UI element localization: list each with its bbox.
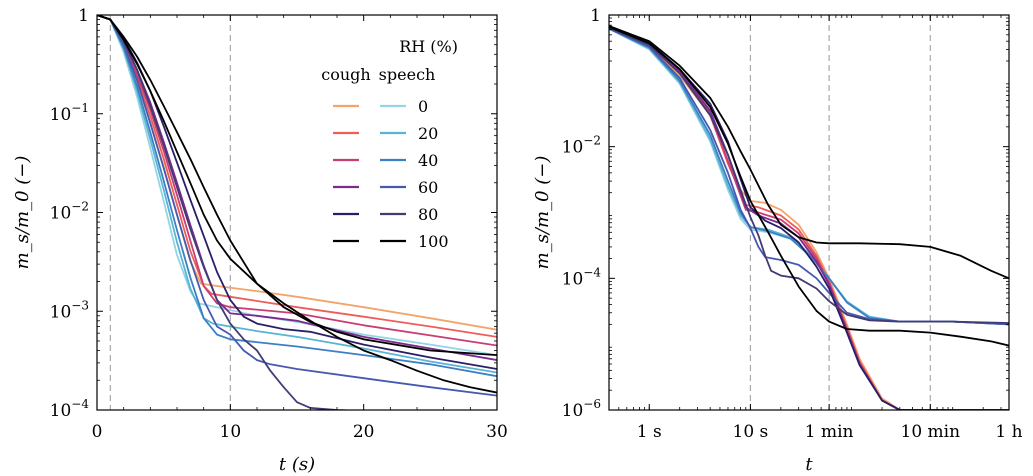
x-tick-label: 1 min bbox=[805, 422, 854, 442]
y-tick-label: 10−1 bbox=[50, 101, 89, 125]
y-tick-label-exp: −4 bbox=[71, 397, 89, 411]
y-tick-label: 10−4 bbox=[50, 397, 90, 421]
legend-title: RH (%) bbox=[399, 37, 458, 56]
series-line-cough-rh40 bbox=[609, 26, 1009, 410]
legend: RH (%) cough speech 0 20 40 60 80 100 bbox=[321, 37, 458, 251]
y-tick-label: 10−3 bbox=[50, 298, 89, 322]
series-line-speech-rh80 bbox=[97, 15, 364, 410]
series-line-speech-rh80 bbox=[609, 26, 1009, 324]
legend-label-rh: 80 bbox=[418, 205, 438, 224]
series-line-cough-rh100 bbox=[609, 25, 1009, 280]
x-tick-label: 10 s bbox=[733, 422, 769, 442]
series-line-speech-rh0 bbox=[97, 15, 497, 356]
y-tick-label-exp: −2 bbox=[71, 200, 89, 214]
legend-header-speech: speech bbox=[379, 65, 436, 84]
plot-frame bbox=[608, 14, 1010, 411]
x-tick-label: 10 bbox=[220, 422, 242, 442]
series-line-speech-rh60 bbox=[609, 27, 1009, 326]
legend-label-rh: 100 bbox=[418, 232, 449, 251]
series-line-speech-rh60 bbox=[97, 15, 497, 397]
series-line-speech-rh100 bbox=[609, 26, 1009, 347]
y-tick-label: 10−2 bbox=[50, 200, 89, 224]
y-tick-label-exp: −1 bbox=[71, 101, 89, 115]
x-axis-label: t (s) bbox=[279, 454, 315, 475]
series-group bbox=[97, 15, 497, 410]
x-tick-label: 20 bbox=[353, 422, 375, 442]
y-axis-label-text: m_s/m_0 (−) bbox=[532, 156, 553, 270]
series-line-speech-rh0 bbox=[609, 27, 1009, 326]
legend-header-cough: cough bbox=[321, 65, 370, 84]
x-tick-label: 1 h bbox=[995, 422, 1022, 442]
y-tick-label-base: 10 bbox=[50, 401, 72, 421]
y-tick-label: 1 bbox=[590, 6, 601, 26]
y-tick-label-base: 10 bbox=[50, 302, 72, 322]
series-line-cough-rh0 bbox=[609, 26, 1009, 410]
series-line-cough-rh80 bbox=[609, 25, 1009, 410]
y-tick-label-base: 10 bbox=[562, 401, 584, 421]
y-tick-label-exp: −2 bbox=[583, 134, 601, 148]
y-tick-label-base: 10 bbox=[50, 204, 72, 224]
y-tick-label: 1 bbox=[78, 6, 89, 26]
y-tick-label-exp: −4 bbox=[583, 265, 601, 279]
y-tick-label-base: 10 bbox=[562, 269, 584, 289]
x-tick-label: 0 bbox=[92, 422, 103, 442]
y-tick-label-exp: −3 bbox=[71, 298, 89, 312]
legend-label-rh: 0 bbox=[418, 97, 428, 116]
x-tick-label: 10 min bbox=[901, 422, 961, 442]
y-tick-label: 10−6 bbox=[562, 397, 601, 421]
x-axis-label: t bbox=[805, 454, 813, 475]
legend-label-rh: 40 bbox=[418, 151, 438, 170]
y-tick-label: 10−4 bbox=[562, 265, 602, 289]
y-tick-label-base: 1 bbox=[590, 6, 601, 26]
series-line-cough-rh60 bbox=[609, 26, 1009, 410]
y-tick-label-base: 10 bbox=[50, 105, 72, 125]
series-line-speech-rh40 bbox=[97, 15, 497, 378]
legend-label-rh: 20 bbox=[418, 124, 438, 143]
series-group bbox=[609, 25, 1009, 410]
legend-label-rh: 60 bbox=[418, 178, 438, 197]
series-line-speech-rh20 bbox=[97, 15, 497, 374]
y-axis-label: m_s/m_0 (−) bbox=[532, 156, 553, 270]
y-tick-label-base: 1 bbox=[78, 6, 89, 26]
y-tick-label-exp: −6 bbox=[583, 397, 601, 411]
x-tick-label: 30 bbox=[486, 422, 508, 442]
series-line-cough-rh40 bbox=[97, 15, 497, 347]
series-line-cough-rh100 bbox=[97, 15, 497, 356]
y-axis-label-text: m_s/m_0 (−) bbox=[12, 156, 33, 270]
y-axis-label: m_s/m_0 (−) bbox=[12, 156, 33, 270]
y-tick-label: 10−2 bbox=[562, 134, 601, 158]
x-tick-label: 1 s bbox=[637, 422, 662, 442]
y-tick-label-base: 10 bbox=[562, 138, 584, 158]
series-line-cough-rh20 bbox=[609, 26, 1009, 410]
series-line-speech-rh100 bbox=[97, 15, 497, 394]
